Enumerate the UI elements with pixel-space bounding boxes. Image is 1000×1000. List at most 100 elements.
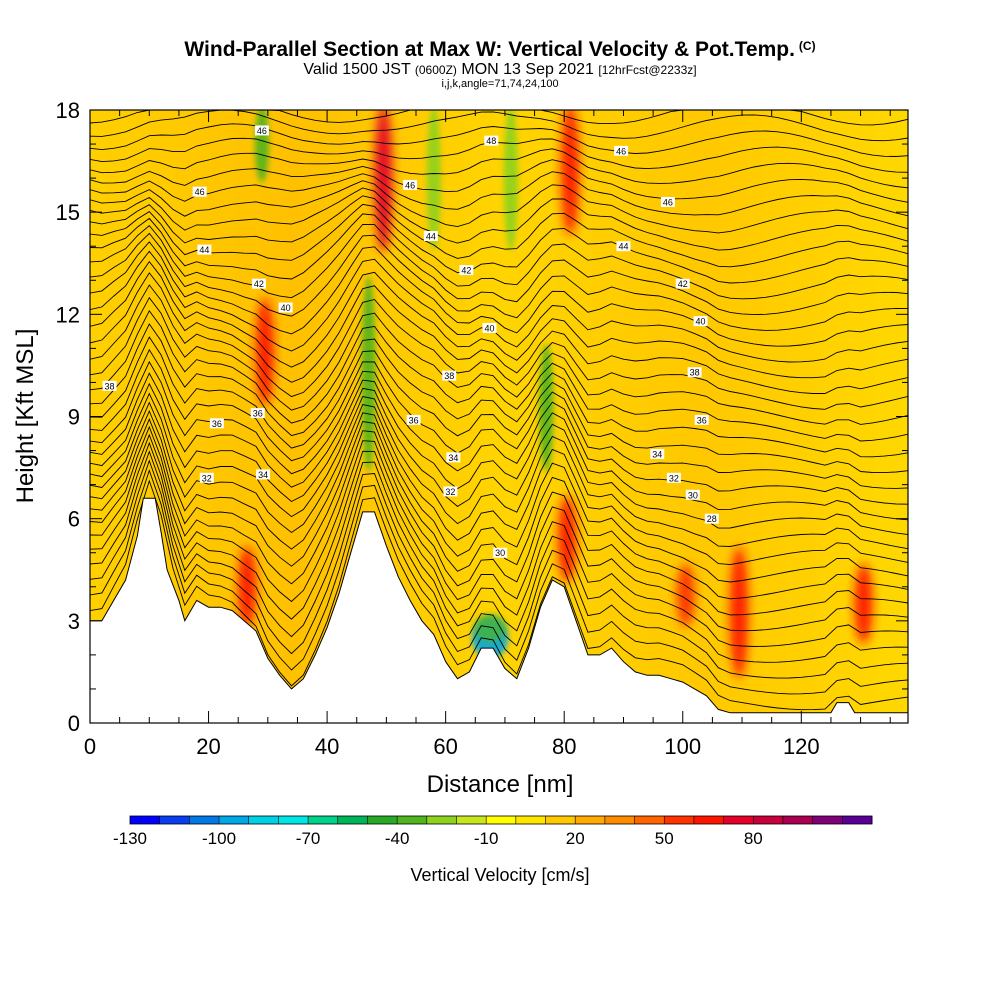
isentrope-label: 46 bbox=[403, 179, 418, 190]
isentrope-line bbox=[90, 382, 908, 536]
y-tick-label: 15 bbox=[56, 200, 80, 225]
chart-title: Wind-Parallel Section at Max W: Vertical… bbox=[184, 38, 816, 61]
isentrope-label-bg bbox=[666, 472, 681, 483]
colorbar-frame bbox=[129, 815, 873, 825]
x-tick-label: 0 bbox=[84, 734, 96, 759]
colorbar-swatch bbox=[723, 816, 754, 824]
colorbar-swatch bbox=[575, 816, 606, 824]
y-tick-label: 0 bbox=[68, 711, 80, 736]
colorbar-swatch bbox=[842, 816, 873, 824]
colorbar-title: Vertical Velocity [cm/s] bbox=[410, 865, 589, 885]
isentrope-label-text: 38 bbox=[690, 368, 700, 378]
downdraft-cell bbox=[426, 110, 441, 251]
colorbar-swatch bbox=[753, 816, 784, 824]
isentrope-label-bg bbox=[484, 135, 499, 146]
isentrope-line bbox=[90, 148, 908, 189]
isentrope-line bbox=[90, 450, 908, 663]
isentrope-line bbox=[90, 195, 908, 268]
isentrope-label-text: 46 bbox=[405, 180, 415, 190]
isentrope-label-bg bbox=[493, 547, 508, 558]
isentrope-label-text: 34 bbox=[652, 449, 662, 459]
isentrope-line bbox=[90, 187, 908, 251]
colorbar-swatch bbox=[693, 816, 725, 824]
colorbar-tick-label: -70 bbox=[296, 829, 321, 848]
updraft-cell bbox=[374, 110, 393, 253]
isentrope-label-bg bbox=[675, 278, 690, 289]
x-tick-label: 40 bbox=[315, 734, 339, 759]
isentrope-line bbox=[90, 348, 908, 489]
y-tick-label: 9 bbox=[68, 405, 80, 430]
isentrope-line bbox=[90, 360, 908, 505]
isentrope-line bbox=[90, 260, 908, 379]
updraft-cell bbox=[238, 546, 257, 627]
y-tick-label: 12 bbox=[56, 302, 80, 327]
isentrope-line bbox=[90, 203, 908, 284]
isentrope-line bbox=[90, 180, 908, 234]
isentrope-label: 46 bbox=[614, 145, 629, 156]
x-tick-label: 20 bbox=[196, 734, 220, 759]
downdraft-cell bbox=[539, 344, 554, 472]
isentrope-label-text: 46 bbox=[616, 146, 626, 156]
isentrope-label-text: 36 bbox=[409, 415, 419, 425]
isentrope-line bbox=[90, 272, 908, 394]
downdraft-cell bbox=[474, 613, 507, 642]
isentrope-line bbox=[90, 232, 908, 331]
isentrope-label: 28 bbox=[704, 513, 719, 524]
colorbar-swatch bbox=[159, 816, 190, 824]
isentrope-line bbox=[90, 137, 908, 173]
isentrope-line bbox=[90, 241, 908, 347]
colorbar-tick-label: -130 bbox=[113, 829, 147, 848]
isentrope-label: 36 bbox=[209, 418, 224, 429]
isentrope-line bbox=[90, 479, 908, 711]
isentrope-label: 32 bbox=[666, 472, 681, 483]
isentrope-line bbox=[90, 323, 908, 458]
y-tick-label: 18 bbox=[56, 98, 80, 123]
isentrope-label-text: 30 bbox=[495, 548, 505, 558]
isentrope-label: 38 bbox=[102, 380, 117, 391]
isentrope-label-text: 42 bbox=[461, 266, 471, 276]
isentrope-label: 38 bbox=[687, 367, 702, 378]
isentrope-label-bg bbox=[693, 316, 708, 327]
terrain bbox=[90, 497, 908, 723]
isentrope-label: 36 bbox=[694, 414, 709, 425]
isentrope-label-text: 38 bbox=[444, 371, 454, 381]
isentrope-line bbox=[90, 425, 908, 616]
isentrope-label-bg bbox=[685, 489, 700, 500]
isentrope-label: 30 bbox=[685, 489, 700, 500]
colorbar-swatch bbox=[515, 816, 547, 824]
isentrope-label-text: 40 bbox=[696, 317, 706, 327]
isentrope-label-bg bbox=[278, 302, 293, 313]
updraft-cell bbox=[561, 110, 580, 236]
isentrope-label-text: 40 bbox=[485, 323, 495, 333]
isentrope-labels: 46 48 46 46 46 46 44 44 44 42 42 42 40 40 40 38 38 38 36 36… bbox=[102, 125, 719, 558]
colorbar-swatch bbox=[189, 816, 220, 824]
isentrope-label-bg bbox=[197, 244, 212, 255]
isentrope-line bbox=[90, 250, 908, 363]
isentrope-label: 44 bbox=[616, 241, 631, 252]
isentrope-label-text: 28 bbox=[707, 514, 717, 524]
isentrope-label-bg bbox=[251, 278, 266, 289]
isentrope-label-text: 36 bbox=[212, 419, 222, 429]
colorbar-tick-label: 80 bbox=[744, 829, 763, 848]
isentrope-label-text: 44 bbox=[618, 242, 628, 252]
isentrope-line bbox=[90, 171, 908, 217]
colorbar-swatch bbox=[308, 816, 339, 824]
isentrope-label: 42 bbox=[251, 278, 266, 289]
isentrope-label: 30 bbox=[493, 547, 508, 558]
isentrope-line bbox=[90, 459, 908, 679]
isentrope-lines bbox=[90, 110, 908, 711]
isentrope-line bbox=[90, 469, 908, 695]
colorbar-swatch bbox=[545, 816, 576, 824]
isentrope-label: 48 bbox=[484, 135, 499, 146]
x-tick-label: 100 bbox=[664, 734, 701, 759]
updraft-cell bbox=[558, 495, 577, 583]
isentrope-label-text: 32 bbox=[445, 487, 455, 497]
colorbar-swatch bbox=[456, 816, 487, 824]
isentrope-line bbox=[90, 159, 908, 203]
colorbar-swatch bbox=[782, 816, 814, 824]
isentrope-label-bg bbox=[406, 414, 421, 425]
downdraft-cell bbox=[361, 276, 376, 472]
isentrope-line bbox=[90, 284, 908, 410]
